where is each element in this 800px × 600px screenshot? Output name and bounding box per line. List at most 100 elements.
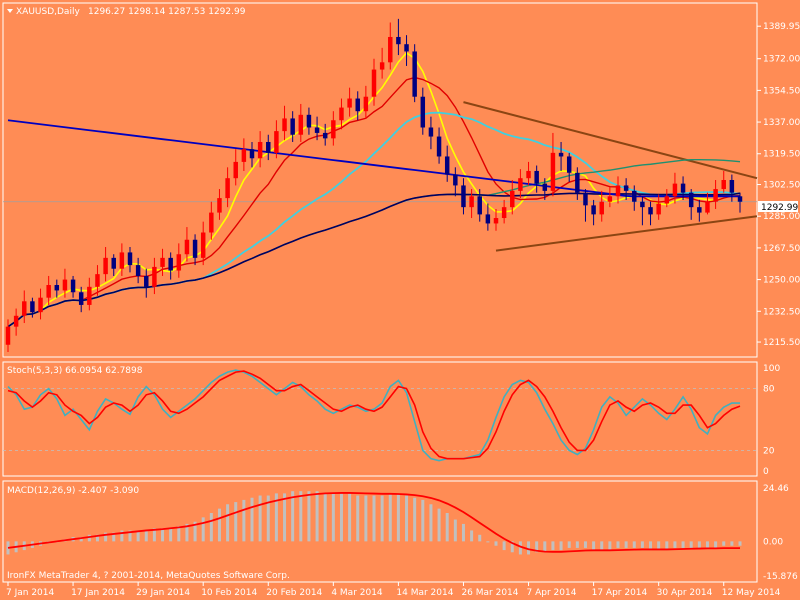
candle-body: [95, 274, 100, 287]
candle-body: [664, 196, 670, 204]
macd-bar: [722, 541, 726, 546]
macd-bar: [274, 493, 278, 542]
price-tick-label: 1232.50: [763, 307, 800, 317]
macd-panel[interactable]: [2, 480, 758, 583]
price-tick-label: 1319.50: [763, 150, 800, 160]
macd-bar: [372, 495, 376, 542]
macd-tick-label: -15.876: [763, 572, 798, 582]
macd-bar: [470, 530, 474, 542]
candle-body: [656, 203, 661, 215]
macd-bar: [79, 537, 83, 542]
candle-body: [558, 152, 564, 157]
candle-body: [583, 192, 588, 206]
trendlines: [463, 101, 758, 252]
macd-bar: [649, 541, 653, 551]
candle-body: [436, 136, 442, 157]
macd-bar: [405, 495, 409, 542]
candle-body: [388, 36, 393, 63]
candle-body: [412, 51, 417, 97]
macd-bar: [152, 528, 156, 542]
candle-body: [713, 189, 718, 202]
candle-body: [331, 120, 336, 139]
macd-bar: [429, 504, 433, 542]
candle-body: [607, 196, 613, 202]
time-tick-label: 7 Apr 2014: [527, 588, 577, 598]
macd-bar: [437, 508, 441, 542]
stoch-panel[interactable]: [2, 361, 758, 477]
lower-trendline: [495, 215, 758, 252]
candle-body: [119, 252, 125, 269]
candle-body: [477, 196, 482, 215]
time-axis: 7 Jan 2014 17 Jan 2014 29 Jan 2014 10 Feb 2…: [6, 582, 781, 598]
candle-body: [103, 257, 108, 275]
candle-body: [371, 69, 377, 97]
macd-bar: [356, 495, 360, 542]
time-tick-label: 10 Feb 2014: [201, 588, 257, 598]
macd-bar: [616, 541, 620, 548]
price-tick-label: 1267.50: [763, 244, 800, 254]
macd-bar: [632, 541, 636, 548]
macd-bar: [673, 541, 677, 548]
copyright-text: IronFX MetaTrader 4, ? 2001-2014, MetaQu…: [7, 571, 290, 581]
stoch-tick-label: 80: [763, 385, 775, 395]
macd-bar: [120, 530, 124, 542]
current-price-tag: [758, 201, 798, 212]
macd-bar: [518, 541, 522, 555]
candle-body: [233, 161, 238, 179]
stoch-title: Stoch(5,3,3) 66.0954 62.7898: [7, 366, 143, 376]
time-tick-label: 30 Apr 2014: [657, 588, 713, 598]
candle-body: [485, 214, 491, 224]
candle-body: [135, 265, 141, 276]
macd-bar: [234, 502, 238, 542]
macd-bar: [388, 493, 392, 542]
macd-bar: [453, 519, 457, 542]
candle-body: [623, 185, 629, 191]
macd-signal-line: [7, 492, 741, 553]
macd-bar: [413, 497, 417, 542]
symbol-title: XAUUSD,Daily: [16, 7, 80, 17]
price-axis: 1389.95 1372.00 1354.50 1337.00 1319.50 1302.…: [757, 22, 800, 348]
candles: [5, 18, 743, 352]
macd-bar: [535, 541, 539, 553]
current-price-label: 1292.99: [761, 203, 798, 213]
macd-bar: [600, 541, 604, 551]
macd-bar: [445, 513, 449, 542]
candle-body: [501, 207, 507, 219]
macd-bar: [283, 493, 287, 542]
macd-bar: [315, 491, 319, 542]
price-tick-label: 1354.50: [763, 86, 800, 96]
price-tick-label: 1302.50: [763, 181, 800, 191]
macd-bar: [396, 493, 400, 542]
time-tick-label: 17 Jan 2014: [71, 588, 125, 598]
macd-bar: [665, 541, 669, 551]
macd-bar: [177, 526, 181, 542]
candle-body: [640, 201, 645, 208]
stoch-tick-label: 0: [763, 467, 769, 477]
macd-bar: [242, 499, 246, 542]
time-tick-label: 20 Feb 2014: [266, 588, 322, 598]
macd-bar: [494, 541, 498, 546]
macd-bar: [697, 541, 701, 548]
price-tick-label: 1372.00: [763, 55, 800, 65]
macd-bar: [608, 541, 612, 551]
candle-body: [38, 297, 43, 313]
candle-body: [70, 279, 76, 293]
macd-axis: 24.46 0.00 -15.876: [763, 484, 798, 582]
candle-body: [184, 239, 190, 255]
candle-body: [469, 196, 474, 208]
candle-body: [339, 107, 344, 121]
price-panel[interactable]: [2, 2, 758, 358]
candle-body: [688, 192, 694, 208]
candle-body: [217, 198, 222, 213]
candle-body: [314, 127, 320, 133]
candle-body: [298, 114, 304, 135]
candle-body: [493, 218, 499, 224]
candle-body: [30, 301, 35, 313]
candle-body: [591, 205, 596, 215]
macd-bar: [299, 491, 303, 542]
candle-body: [322, 132, 328, 139]
dropdown-arrow-icon[interactable]: [7, 9, 13, 13]
time-tick-label: 14 Mar 2014: [396, 588, 453, 598]
candle-body: [697, 207, 702, 213]
